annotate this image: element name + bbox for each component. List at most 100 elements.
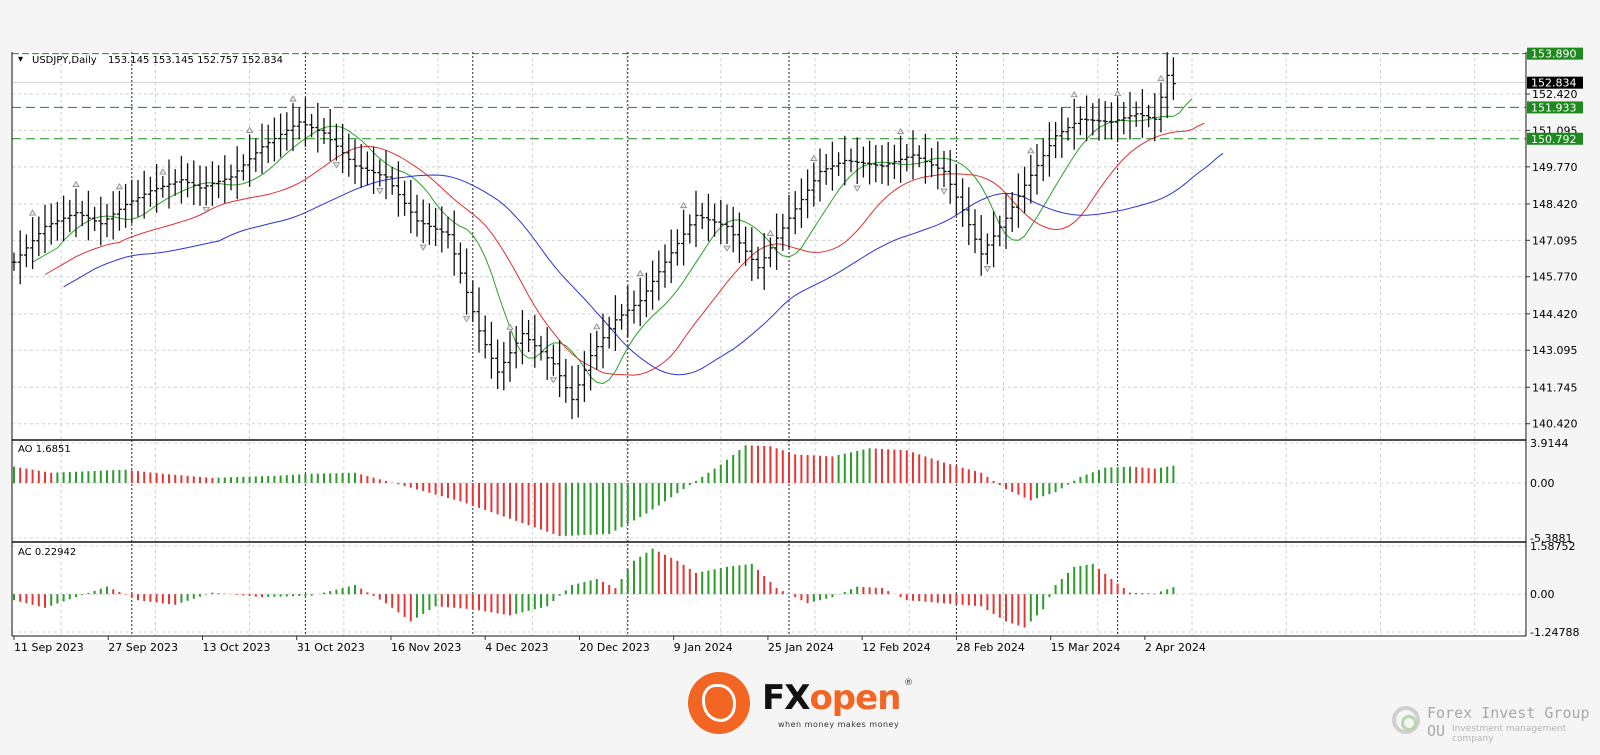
price-bar <box>805 169 811 219</box>
price-bar <box>92 206 98 232</box>
price-bar <box>371 146 377 194</box>
price-bar <box>910 130 916 180</box>
price-bar <box>216 165 222 199</box>
price-bar <box>160 176 166 198</box>
price-bar <box>1084 95 1090 142</box>
ac-label: AC 0.22942 <box>18 547 76 558</box>
price-bar <box>978 215 984 276</box>
price-bar <box>154 164 160 213</box>
fractal-marker <box>1157 74 1165 82</box>
price-bar <box>755 246 761 280</box>
level-price-label: 153.890 <box>1531 48 1577 61</box>
price-bar <box>1022 166 1028 214</box>
price-bar <box>997 215 1003 247</box>
symbol-dropdown-icon[interactable]: ▾ <box>18 54 23 65</box>
price-bar <box>358 144 364 188</box>
price-bar <box>1077 106 1083 136</box>
price-bar <box>550 344 556 376</box>
fractal-marker <box>72 180 80 187</box>
price-tick-label: 144.420 <box>1532 308 1578 321</box>
price-bar <box>1102 101 1108 140</box>
price-bar <box>426 203 432 245</box>
price-bar <box>501 342 507 391</box>
time-tick-label: 11 Sep 2023 <box>14 641 84 654</box>
price-bar <box>1170 57 1176 100</box>
time-tick-label: 20 Dec 2023 <box>579 641 649 654</box>
fractal-marker <box>896 127 905 135</box>
price-bar <box>966 187 972 246</box>
price-bar <box>643 272 649 318</box>
price-bar <box>1046 122 1052 177</box>
price-bar <box>519 310 525 365</box>
price-bar <box>575 364 581 418</box>
fractal-marker <box>289 95 297 102</box>
price-bar <box>17 230 23 285</box>
price-bar <box>209 161 215 206</box>
price-bar <box>798 178 804 228</box>
price-bar <box>557 340 563 398</box>
price-bar <box>674 229 680 266</box>
price-bar <box>85 190 91 241</box>
indicator-tick-label: 0.00 <box>1530 588 1555 601</box>
price-bar <box>699 202 705 230</box>
price-bar <box>588 333 594 391</box>
price-bar <box>972 209 978 254</box>
current-price-label: 152.834 <box>1531 77 1577 90</box>
price-bar <box>736 212 742 263</box>
price-bar <box>767 237 773 268</box>
price-tick-label: 149.770 <box>1532 161 1578 174</box>
price-bar <box>786 194 792 250</box>
price-bar <box>637 277 643 327</box>
price-bar <box>389 166 395 195</box>
price-bar <box>873 145 879 183</box>
fractal-marker <box>376 188 384 195</box>
price-bar <box>234 146 240 200</box>
price-bar <box>879 145 885 185</box>
fractal-marker <box>332 162 341 169</box>
time-axis: 11 Sep 2023 27 Sep 2023 13 Oct 2023 31 Oct … <box>13 636 1206 654</box>
price-bar <box>129 179 135 224</box>
price-bar <box>916 145 922 168</box>
price-bar <box>1034 144 1040 195</box>
price-bar <box>402 180 408 216</box>
price-tick-label: 148.420 <box>1532 198 1578 211</box>
price-bar <box>141 170 147 219</box>
price-bar <box>681 209 687 266</box>
fractal-marker <box>28 209 37 216</box>
fractal-marker <box>506 323 514 330</box>
price-tick-label: 141.745 <box>1532 381 1578 394</box>
price-bar <box>1028 154 1034 204</box>
price-bar <box>811 162 817 207</box>
fractal-marker <box>679 201 688 209</box>
fractal-marker <box>419 244 427 251</box>
price-bar <box>904 143 910 172</box>
price-bar <box>1108 102 1114 140</box>
price-bar <box>110 191 116 240</box>
chart-background <box>12 52 1528 640</box>
price-bar <box>650 260 656 310</box>
price-bar <box>377 159 383 187</box>
fxopen-wordmark: FXopen <box>762 678 901 718</box>
price-bar <box>333 123 339 161</box>
price-bar <box>395 161 401 217</box>
price-bar <box>792 191 798 235</box>
price-bar <box>823 153 829 185</box>
level-price-label: 151.933 <box>1531 101 1577 114</box>
price-bar <box>495 339 501 389</box>
price-bar <box>941 150 947 188</box>
fractal-marker <box>593 323 601 330</box>
time-tick-label: 2 Apr 2024 <box>1145 641 1206 654</box>
price-bar <box>1003 193 1009 249</box>
price-bar <box>619 303 625 330</box>
price-bar <box>296 107 302 140</box>
publisher-subtitle: Investment management company <box>1452 724 1567 744</box>
price-bar <box>935 141 941 190</box>
fxopen-logo: FXopen ® when money makes money <box>688 672 918 738</box>
level-price-tag <box>1527 47 1583 60</box>
price-bar <box>687 214 693 244</box>
price-bar <box>581 351 587 403</box>
price-bar <box>247 134 253 187</box>
price-bar <box>730 206 736 253</box>
time-tick-label: 31 Oct 2023 <box>297 641 365 654</box>
price-bar <box>526 319 532 352</box>
